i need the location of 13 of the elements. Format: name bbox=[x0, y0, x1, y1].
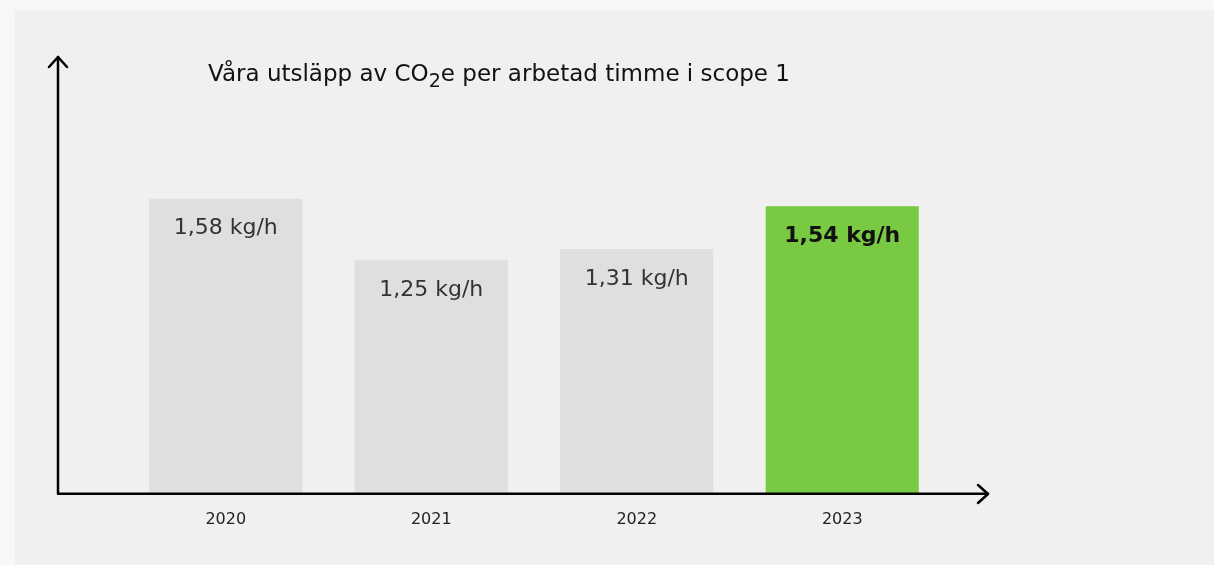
x-tick-label: 2021 bbox=[410, 508, 452, 528]
bar bbox=[354, 260, 508, 494]
data-label: 1,58 kg/h bbox=[173, 214, 278, 240]
x-tick-label: 2023 bbox=[821, 508, 863, 528]
bar bbox=[560, 249, 714, 494]
bar bbox=[765, 206, 919, 494]
x-tick-label: 2022 bbox=[616, 508, 658, 528]
data-label: 1,54 kg/h bbox=[784, 221, 901, 247]
data-label: 1,31 kg/h bbox=[584, 264, 689, 290]
bar bbox=[149, 198, 303, 494]
data-label: 1,25 kg/h bbox=[379, 276, 484, 302]
x-tick-label: 2020 bbox=[205, 508, 247, 528]
chart-title: Våra utsläpp av CO$_{2}$e per arbetad timme i scope 1 bbox=[208, 60, 790, 92]
